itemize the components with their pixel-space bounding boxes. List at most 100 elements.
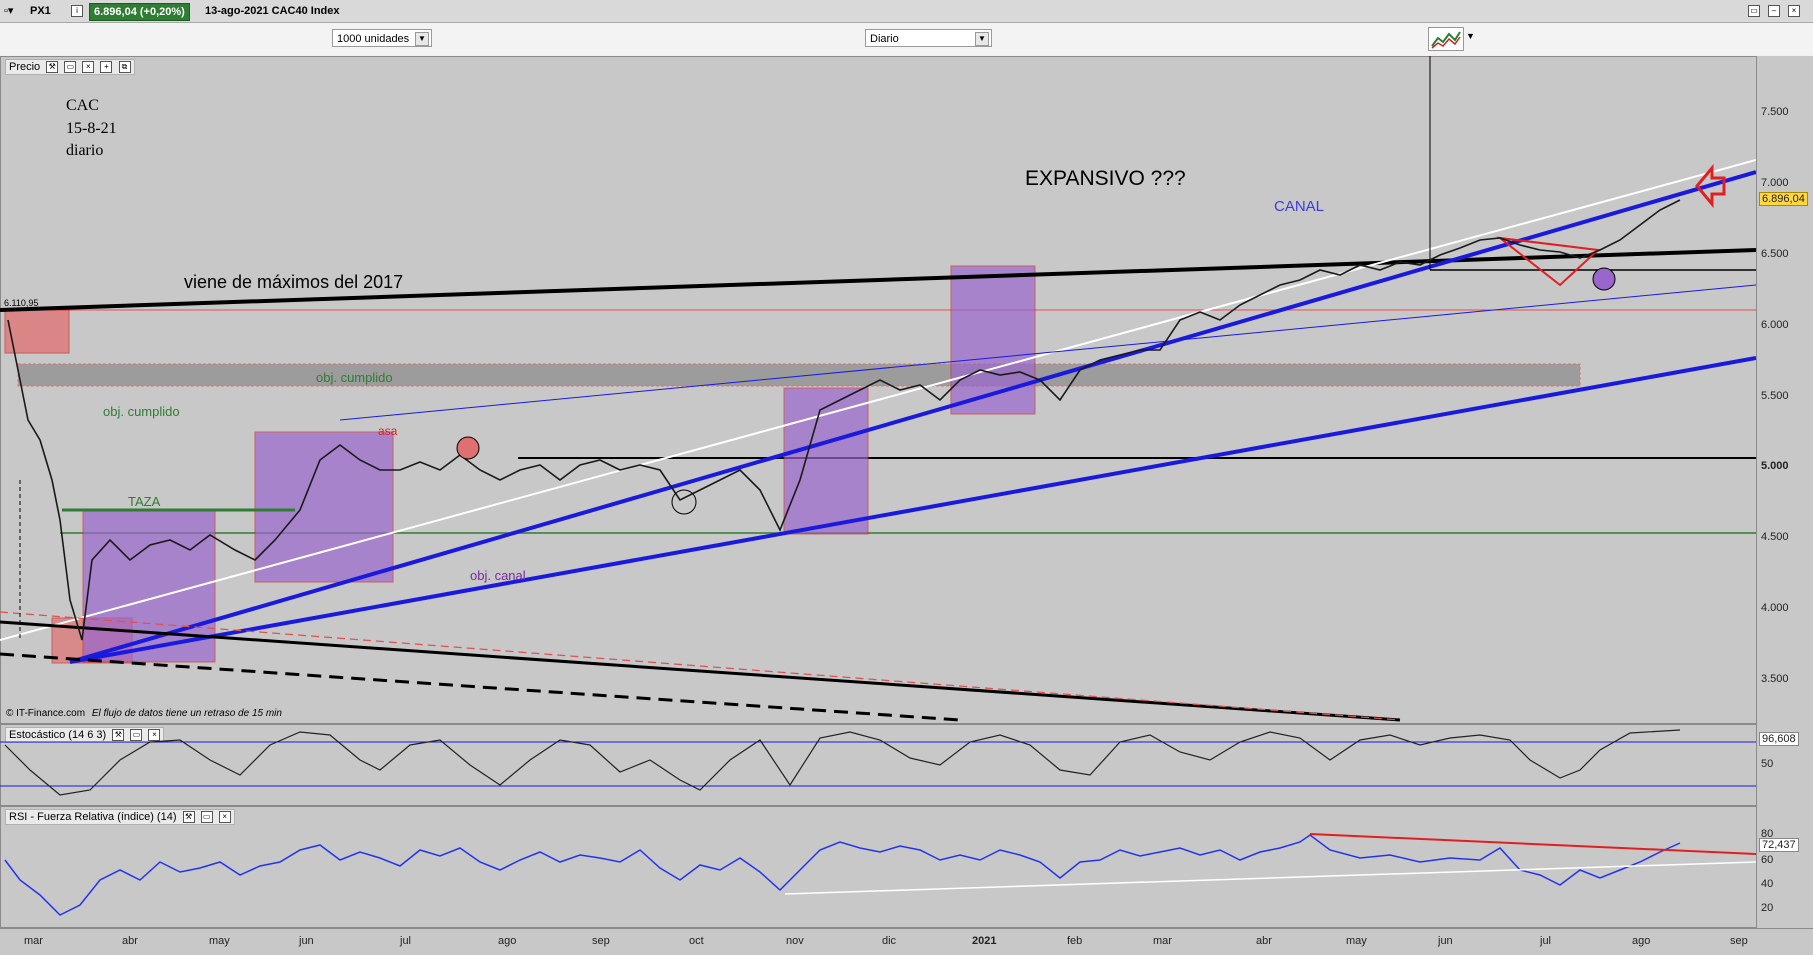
rsi-value-badge: 72,437 bbox=[1759, 838, 1799, 852]
x-tick: mar bbox=[24, 935, 43, 947]
close-icon[interactable]: × bbox=[218, 811, 231, 824]
units-select[interactable]: 1000 unidades ▼ bbox=[332, 29, 432, 47]
price-panel: Precio ⚒ ▭ × + ⧉ bbox=[0, 56, 1757, 724]
y-tick: 50 bbox=[1761, 758, 1774, 770]
annotation-taza: TAZA bbox=[128, 494, 161, 509]
y-tick: 4.500 bbox=[1761, 531, 1789, 543]
x-tick: nov bbox=[786, 935, 804, 947]
y-tick: 7.500 bbox=[1761, 106, 1789, 118]
maximize-icon[interactable]: ▭ bbox=[200, 811, 213, 824]
units-select-value: 1000 unidades bbox=[337, 33, 410, 45]
x-tick: jul bbox=[400, 935, 412, 947]
y-tick: 6.000 bbox=[1761, 319, 1789, 331]
chevron-down-icon: ▼ bbox=[975, 32, 989, 46]
y-tick: 6.500 bbox=[1761, 248, 1789, 260]
annotation-viene: viene de máximos del 2017 bbox=[184, 272, 404, 292]
chart-type-dropdown-icon[interactable]: ▼ bbox=[1466, 31, 1475, 41]
x-tick: sep bbox=[1730, 935, 1748, 947]
close-icon[interactable]: × bbox=[82, 61, 95, 74]
level-label: 6.110,95 bbox=[4, 298, 39, 308]
info-icon[interactable]: i bbox=[68, 3, 83, 19]
x-tick: mar bbox=[1153, 935, 1172, 947]
period-select[interactable]: Diario ▼ bbox=[865, 29, 992, 47]
price-y-axis[interactable]: 7.500 7.000 6.500 6.000 5.500 5.000 4.50… bbox=[1756, 56, 1813, 724]
x-tick: may bbox=[1346, 935, 1367, 947]
stochastic-panel-header: Estocástico (14 6 3) ⚒ ▭ × bbox=[5, 727, 165, 743]
wrench-icon[interactable]: ⚒ bbox=[182, 811, 195, 824]
rsi-red-trendline bbox=[1309, 833, 1756, 855]
maximize-icon[interactable]: ▭ bbox=[64, 61, 77, 74]
x-tick: ago bbox=[1632, 935, 1651, 947]
chevron-down-icon: ▼ bbox=[415, 32, 429, 46]
red-box bbox=[4, 309, 70, 354]
rsi-panel: RSI - Fuerza Relativa (índice) (14) ⚒ ▭ … bbox=[0, 806, 1757, 928]
annotation-obj-cumplido-1: obj. cumplido bbox=[316, 370, 393, 385]
annotation-date: 15-8-21 bbox=[66, 120, 117, 137]
maximize-icon[interactable]: ▭ bbox=[130, 729, 143, 742]
annotation-obj-cumplido-2: obj. cumplido bbox=[103, 404, 180, 419]
stochastic-panel: Estocástico (14 6 3) ⚒ ▭ × bbox=[0, 724, 1757, 806]
period-select-value: Diario bbox=[870, 33, 899, 45]
toolbar: 1000 unidades ▼ Diario ▼ ▼ bbox=[0, 23, 1813, 55]
chart-type-icon[interactable] bbox=[1428, 27, 1464, 51]
black-down-trendline bbox=[0, 620, 1401, 722]
thin-blue-line bbox=[339, 284, 1756, 421]
time-x-axis[interactable]: mar abr may jun jul ago sep oct nov dic … bbox=[0, 928, 1813, 955]
resistance-zone bbox=[17, 363, 1581, 387]
app-icon[interactable]: ▫▾ bbox=[4, 5, 14, 17]
x-tick: feb bbox=[1067, 935, 1083, 947]
price-panel-header: Precio ⚒ ▭ × + ⧉ bbox=[5, 59, 135, 75]
annotation-cac: CAC bbox=[66, 97, 99, 114]
x-tick: 2021 bbox=[972, 935, 997, 947]
price-panel-title: Precio bbox=[9, 61, 41, 73]
x-tick: oct bbox=[689, 935, 704, 947]
purple-box bbox=[783, 387, 869, 535]
stochastic-title: Estocástico (14 6 3) bbox=[9, 729, 107, 741]
black-dashed-trendline bbox=[0, 652, 961, 722]
y-tick: 7.000 bbox=[1761, 177, 1789, 189]
x-tick: abr bbox=[1256, 935, 1272, 947]
annotation-freq: diario bbox=[66, 142, 104, 159]
ticker-label[interactable]: PX1 bbox=[30, 5, 51, 17]
wrench-icon[interactable]: ⚒ bbox=[46, 61, 59, 74]
triangle-pattern bbox=[1496, 236, 1601, 287]
window-close-icon[interactable]: × bbox=[1785, 3, 1800, 19]
annotation-expansivo: EXPANSIVO ??? bbox=[1025, 167, 1186, 190]
circle-marker bbox=[671, 489, 697, 515]
long-term-trendline bbox=[0, 248, 1756, 312]
window-minimize-icon[interactable]: – bbox=[1765, 3, 1780, 19]
add-icon[interactable]: + bbox=[100, 61, 113, 74]
circle-marker bbox=[456, 436, 480, 460]
rsi-title: RSI - Fuerza Relativa (índice) (14) bbox=[9, 811, 177, 823]
y-tick: 5.500 bbox=[1761, 390, 1789, 402]
x-tick: dic bbox=[882, 935, 897, 947]
copy-icon[interactable]: ⧉ bbox=[118, 61, 131, 74]
stochastic-value-badge: 96,608 bbox=[1759, 732, 1799, 746]
x-tick: jun bbox=[1438, 935, 1453, 947]
white-trendline bbox=[0, 159, 1756, 641]
wrench-icon[interactable]: ⚒ bbox=[112, 729, 125, 742]
copyright-label: © IT-Finance.com bbox=[6, 708, 86, 719]
x-tick: jul bbox=[1540, 935, 1552, 947]
stochastic-line bbox=[4, 729, 1681, 796]
rsi-white-trendline bbox=[784, 861, 1756, 895]
y-tick: 60 bbox=[1761, 854, 1774, 866]
y-tick: 3.500 bbox=[1761, 673, 1789, 685]
channel-upper-line bbox=[69, 170, 1756, 664]
y-tick: 40 bbox=[1761, 878, 1774, 890]
red-dashed-trendline bbox=[0, 611, 1401, 721]
chart-drawing-layer bbox=[0, 56, 1756, 916]
close-icon[interactable]: × bbox=[148, 729, 161, 742]
purple-box bbox=[254, 431, 394, 583]
window-restore-icon[interactable]: ▭ bbox=[1745, 3, 1760, 19]
annotation-obj-canal: obj. canal bbox=[470, 568, 526, 583]
x-tick: may bbox=[209, 935, 230, 947]
rsi-y-axis[interactable]: 80 60 40 20 72,437 bbox=[1756, 806, 1813, 928]
rsi-line bbox=[4, 834, 1681, 916]
annotation-asa: asa bbox=[378, 424, 398, 438]
stochastic-y-axis[interactable]: 50 96,608 bbox=[1756, 724, 1813, 806]
circle-marker bbox=[1592, 267, 1616, 291]
arrow-left-icon bbox=[1695, 163, 1726, 209]
price-line bbox=[7, 199, 1681, 641]
x-tick: abr bbox=[122, 935, 138, 947]
